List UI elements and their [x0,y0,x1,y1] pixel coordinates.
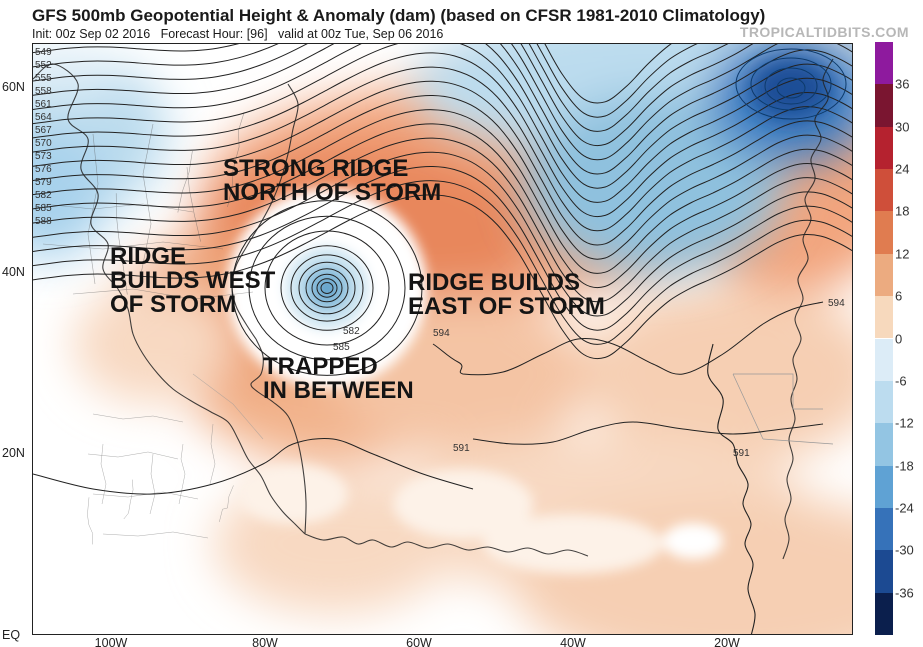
svg-text:564: 564 [35,112,52,123]
svg-text:591: 591 [453,443,470,454]
svg-text:582: 582 [35,190,52,201]
svg-text:585: 585 [35,203,52,214]
svg-text:582: 582 [343,326,360,337]
svg-text:555: 555 [35,73,52,84]
svg-text:558: 558 [35,86,52,97]
svg-text:585: 585 [333,342,350,353]
svg-text:594: 594 [433,328,450,339]
svg-text:576: 576 [35,164,52,175]
svg-text:579: 579 [35,177,52,188]
svg-text:570: 570 [35,138,52,149]
svg-text:588: 588 [35,216,52,227]
svg-text:573: 573 [35,151,52,162]
svg-text:591: 591 [733,448,750,459]
svg-text:549: 549 [35,47,52,58]
svg-text:561: 561 [35,99,52,110]
svg-text:594: 594 [828,298,845,309]
svg-text:567: 567 [35,125,52,136]
svg-text:552: 552 [35,60,52,71]
